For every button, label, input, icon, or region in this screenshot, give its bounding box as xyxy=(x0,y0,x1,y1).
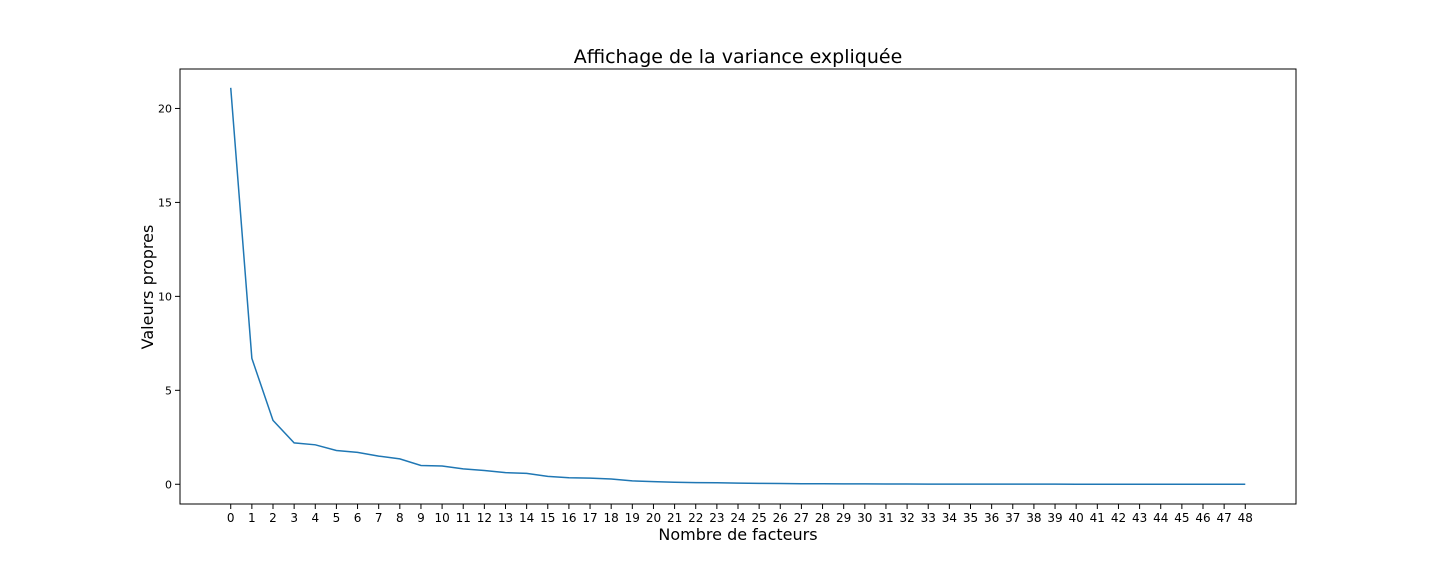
x-tick-label: 18 xyxy=(604,511,619,525)
x-tick-label: 25 xyxy=(751,511,766,525)
x-tick-label: 35 xyxy=(963,511,978,525)
x-tick-label: 39 xyxy=(1047,511,1062,525)
x-tick-label: 20 xyxy=(646,511,661,525)
x-tick-label: 28 xyxy=(815,511,830,525)
chart-title: Affichage de la variance expliquée xyxy=(574,46,903,68)
x-tick-label: 27 xyxy=(794,511,809,525)
x-tick-label: 42 xyxy=(1111,511,1126,525)
series-line xyxy=(229,87,1246,485)
x-tick-label: 3 xyxy=(290,511,298,525)
x-tick-label: 19 xyxy=(625,511,640,525)
x-tick-label: 10 xyxy=(434,511,449,525)
x-tick-label: 48 xyxy=(1238,511,1253,525)
x-tick-label: 5 xyxy=(333,511,341,525)
x-tick-label: 40 xyxy=(1069,511,1084,525)
x-tick-label: 16 xyxy=(561,511,576,525)
x-tick-label: 22 xyxy=(688,511,703,525)
x-tick-label: 26 xyxy=(773,511,788,525)
x-tick-label: 38 xyxy=(1026,511,1041,525)
x-tick-label: 15 xyxy=(540,511,555,525)
x-tick-label: 2 xyxy=(269,511,277,525)
x-tick-label: 37 xyxy=(1005,511,1020,525)
x-tick-label: 45 xyxy=(1174,511,1189,525)
x-tick-label: 46 xyxy=(1195,511,1210,525)
x-tick-label: 8 xyxy=(396,511,404,525)
x-tick-label: 44 xyxy=(1153,511,1168,525)
y-axis: 0 5 10 15 20 xyxy=(158,102,180,491)
x-tick-label: 11 xyxy=(456,511,471,525)
y-tick-label: 0 xyxy=(165,478,172,491)
y-tick-label: 15 xyxy=(158,196,172,209)
y-tick-label: 20 xyxy=(158,102,172,115)
x-tick-label: 21 xyxy=(667,511,682,525)
plot-area xyxy=(179,68,1297,505)
x-tick-label: 24 xyxy=(730,511,745,525)
y-axis-label: Valeurs propres xyxy=(138,225,157,350)
x-tick-label: 34 xyxy=(942,511,957,525)
x-tick-label: 31 xyxy=(878,511,893,525)
x-tick-label: 36 xyxy=(984,511,999,525)
x-tick-label: 4 xyxy=(311,511,319,525)
x-tick-label: 1 xyxy=(248,511,256,525)
x-tick-label: 9 xyxy=(417,511,425,525)
x-axis: 0 1 2 3 4 5 6 7 8 9 10 11 12 13 14 15 16 17 18 19 20 21 22 23 24… xyxy=(227,504,1253,525)
y-tick-label: 10 xyxy=(158,290,172,303)
x-tick-label: 47 xyxy=(1216,511,1231,525)
x-tick-label: 29 xyxy=(836,511,851,525)
y-tick-label: 5 xyxy=(165,384,172,397)
x-tick-label: 32 xyxy=(899,511,914,525)
x-tick-label: 30 xyxy=(857,511,872,525)
x-tick-label: 41 xyxy=(1090,511,1105,525)
x-axis-label: Nombre de facteurs xyxy=(658,525,817,544)
x-tick-label: 43 xyxy=(1132,511,1147,525)
x-tick-label: 12 xyxy=(477,511,492,525)
x-tick-label: 14 xyxy=(519,511,534,525)
x-tick-label: 7 xyxy=(375,511,383,525)
x-tick-label: 17 xyxy=(582,511,597,525)
x-tick-label: 13 xyxy=(498,511,513,525)
x-tick-label: 23 xyxy=(709,511,724,525)
x-tick-label: 0 xyxy=(227,511,235,525)
x-tick-label: 6 xyxy=(354,511,362,525)
x-tick-label: 33 xyxy=(921,511,936,525)
